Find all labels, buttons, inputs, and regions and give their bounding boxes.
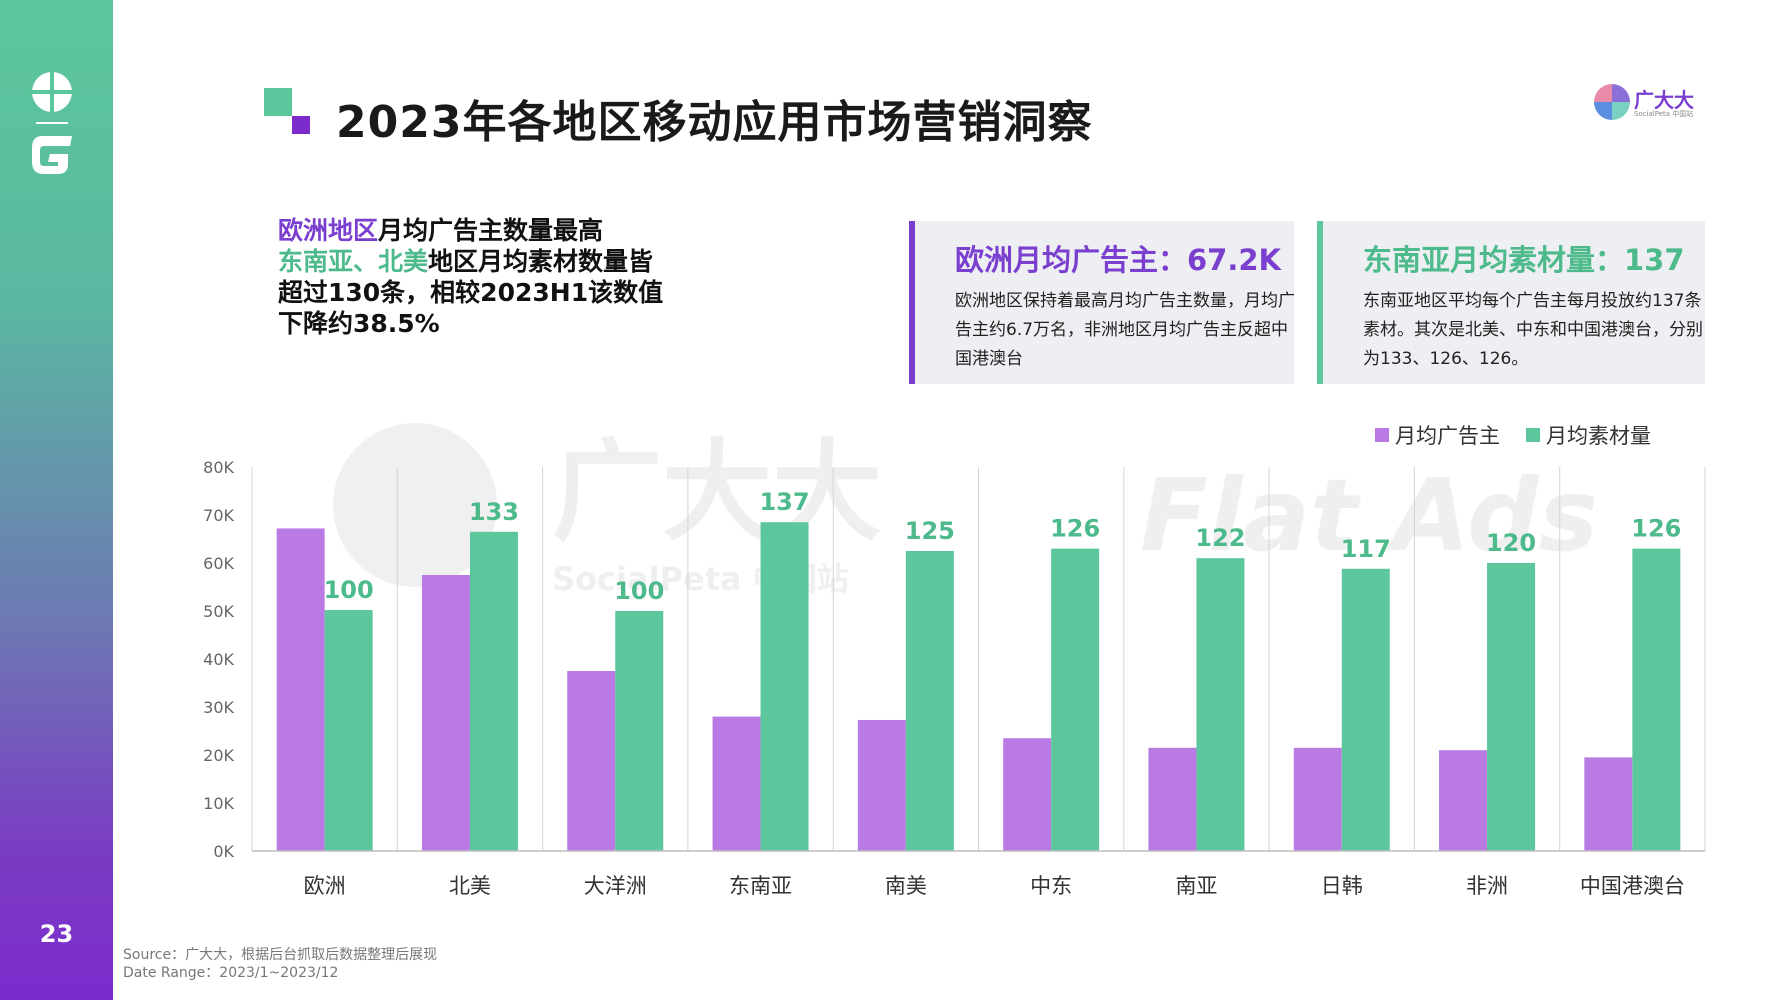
- headline-text: 地区月均素材数量皆: [428, 247, 654, 276]
- sidebar: 23: [0, 0, 113, 1000]
- x-category-label: 东南亚: [729, 874, 792, 898]
- bar-advertisers: [1584, 757, 1633, 851]
- bar-creatives: [324, 610, 373, 851]
- chart-axes: 0K 10K 20K 30K 40K 50K 60K 70K 80K 欧洲 北美 大洋洲 东南亚 南美 中东…: [203, 458, 1705, 898]
- chart-bars: 100 133 100 137 125 126 122 117 120 126: [276, 488, 1681, 851]
- y-tick-label: 10K: [203, 794, 234, 813]
- card-title: 东南亚月均素材量：137: [1363, 243, 1685, 277]
- bar-advertisers: [276, 528, 325, 851]
- data-label-creatives: 100: [324, 576, 374, 604]
- bar-advertisers: [1003, 738, 1052, 851]
- headline: 欧洲地区月均广告主数量最高 东南亚、北美地区月均素材数量皆 超过130条，相较2…: [278, 215, 698, 339]
- data-label-creatives: 120: [1486, 529, 1536, 557]
- data-label-creatives: 117: [1341, 535, 1391, 563]
- page-number: 23: [39, 920, 74, 948]
- bar-creatives: [1196, 558, 1245, 851]
- flatads-logo-icon: [30, 70, 74, 174]
- bar-creatives: [1632, 548, 1681, 851]
- y-tick-label: 50K: [203, 602, 234, 621]
- bar-advertisers: [712, 716, 761, 851]
- bar-creatives: [469, 531, 518, 851]
- x-category-label: 欧洲: [304, 874, 346, 898]
- x-category-label: 南亚: [1175, 874, 1217, 898]
- source-note: Source：广大大，根据后台抓取后数据整理后展现 Date Range：202…: [123, 946, 437, 982]
- chart-grid: [251, 467, 1706, 851]
- legend-swatch-creatives: [1526, 428, 1540, 442]
- y-tick-label: 60K: [203, 554, 234, 573]
- watermark: 广大大 SocialPeta 中国站 Flat Ads: [333, 423, 1598, 598]
- brand-logo-icon: [1594, 84, 1630, 120]
- europe-advertiser-card: 欧洲月均广告主：67.2K 欧洲地区保持着最高月均广告主数量，月均广告主约6.7…: [909, 221, 1295, 384]
- watermark-brand: 广大大: [552, 428, 882, 556]
- headline-text: 下降约38.5%: [278, 309, 440, 338]
- headline-highlight-europe: 欧洲地区: [278, 216, 379, 245]
- headline-text: 超过130条，相较2023H1该数值: [278, 278, 664, 307]
- y-tick-label: 70K: [203, 506, 234, 525]
- y-tick-label: 20K: [203, 746, 234, 765]
- x-category-label: 南美: [885, 874, 927, 898]
- data-label-creatives: 126: [1050, 515, 1100, 543]
- bar-creatives: [1051, 548, 1100, 851]
- x-category-label: 大洋洲: [584, 874, 647, 898]
- brand-name: 广大大: [1634, 88, 1694, 112]
- title-decoration-icon: [264, 88, 310, 134]
- page-title: 2023年各地区移动应用市场营销洞察: [336, 97, 1093, 148]
- bar-advertisers: [857, 719, 906, 851]
- card-title: 欧洲月均广告主：67.2K: [955, 243, 1282, 277]
- data-label-creatives: 126: [1631, 515, 1681, 543]
- sea-creative-card: 东南亚月均素材量：137 东南亚地区平均每个广告主每月投放约137条素材。其次是…: [1317, 221, 1705, 384]
- x-category-label: 中东: [1030, 874, 1072, 898]
- y-tick-label: 0K: [213, 842, 234, 861]
- data-label-creatives: 100: [614, 577, 664, 605]
- card-text: 欧洲地区保持着最高月均广告主数量，月均广告主约6.7万名，非洲地区月均广告主反超…: [955, 291, 1295, 369]
- bar-creatives: [1487, 563, 1536, 851]
- y-tick-label: 30K: [203, 698, 234, 717]
- source-line: Source：广大大，根据后台抓取后数据整理后展现: [123, 947, 438, 963]
- bar-creatives: [615, 611, 664, 851]
- y-tick-label: 80K: [203, 458, 234, 477]
- x-category-label: 非洲: [1466, 874, 1508, 898]
- x-category-label: 北美: [449, 874, 491, 898]
- brand-sub: SocialPeta 中国站: [1634, 110, 1694, 118]
- bar-creatives: [760, 522, 809, 851]
- data-label-creatives: 122: [1195, 524, 1245, 552]
- watermark-flatads: Flat Ads: [1140, 457, 1598, 574]
- bar-advertisers: [421, 575, 470, 851]
- date-range-line: Date Range：2023/1~2023/12: [123, 965, 339, 981]
- data-label-creatives: 125: [905, 517, 955, 545]
- headline-text: 月均广告主数量最高: [378, 216, 604, 245]
- bar-creatives: [1341, 568, 1390, 851]
- x-category-label: 中国港澳台: [1580, 874, 1685, 898]
- legend-label-advertisers: 月均广告主: [1395, 424, 1500, 448]
- watermark-logo-icon: [333, 423, 497, 587]
- legend-swatch-advertisers: [1375, 428, 1389, 442]
- data-label-creatives: 133: [469, 498, 519, 526]
- headline-highlight-sea-na: 东南亚、北美: [278, 247, 429, 276]
- legend: 月均广告主 月均素材量: [1375, 424, 1651, 448]
- legend-label-creatives: 月均素材量: [1546, 424, 1651, 448]
- x-category-label: 日韩: [1321, 874, 1363, 898]
- card-text: 东南亚地区平均每个广告主每月投放约137条素材。其次是北美、中东和中国港澳台，分…: [1363, 291, 1703, 369]
- data-label-creatives: 137: [759, 488, 809, 516]
- bar-advertisers: [1148, 747, 1197, 851]
- y-tick-label: 40K: [203, 650, 234, 669]
- bar-advertisers: [1439, 750, 1488, 851]
- bar-creatives: [905, 551, 954, 851]
- bar-advertisers: [1293, 747, 1342, 851]
- bar-advertisers: [567, 671, 616, 851]
